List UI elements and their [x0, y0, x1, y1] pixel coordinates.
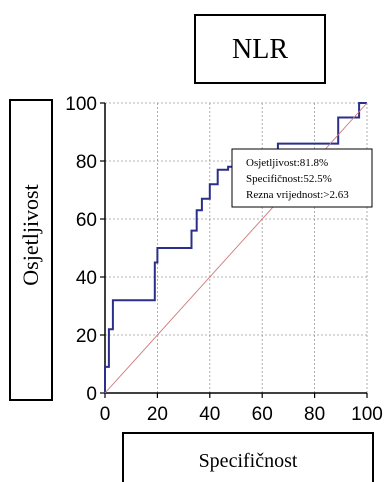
title-box: [194, 14, 326, 84]
y-tick-label: 0: [86, 384, 97, 405]
x-tick-label: 100: [351, 404, 383, 425]
y-tick-label: 60: [76, 210, 97, 231]
y-ticks: 0 20 40 60 80 100: [65, 94, 105, 405]
series-layer: [104, 102, 368, 394]
x-tick-label: 80: [304, 404, 325, 425]
roc-curve-line: [104, 102, 367, 393]
y-axis-label: Osjetljivost: [18, 184, 43, 285]
annotation-line-1: Osjetljivost:81.8%: [246, 157, 328, 169]
x-tick-label: 60: [252, 404, 273, 425]
y-tick-label: 80: [76, 152, 97, 173]
x-tick-label: 20: [147, 404, 168, 425]
y-label-box: [9, 99, 53, 401]
annotation-box: [231, 148, 373, 208]
x-tick-label: 40: [199, 404, 220, 425]
x-label-box: [122, 432, 374, 482]
plot-area: 0 20 40 60 80 100 0 20 40 60 80 100: [65, 94, 383, 425]
x-ticks: 0 20 40 60 80 100: [100, 393, 383, 425]
chart-title: NLR: [232, 34, 288, 65]
y-tick-label: 40: [76, 268, 97, 289]
annotation-line-2: Specifičnost:52.5%: [246, 173, 332, 185]
y-tick-label: 100: [65, 94, 97, 115]
reference-diagonal-line: [104, 102, 368, 394]
annotation-line-3: Rezna vrijednost:>2.63: [246, 189, 349, 201]
y-tick-label: 20: [76, 326, 97, 347]
x-axis-label: Specifičnost: [199, 450, 298, 472]
x-tick-label: 0: [100, 404, 111, 425]
